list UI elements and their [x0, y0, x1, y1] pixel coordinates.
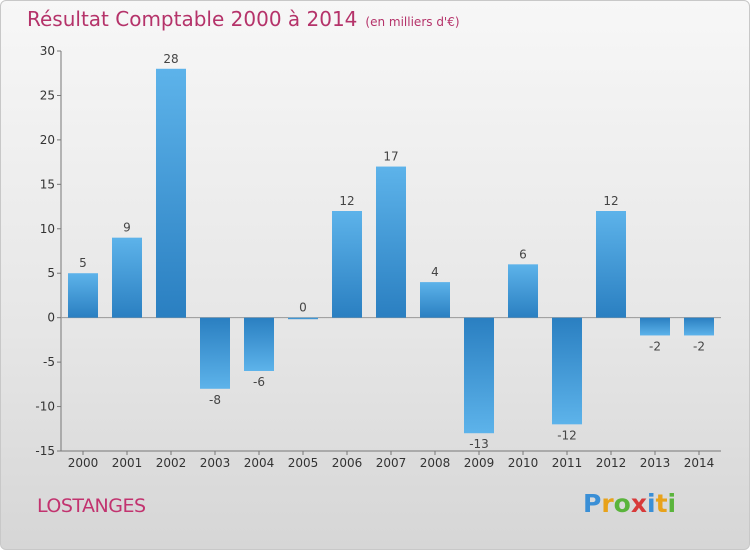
bar-2012 — [596, 211, 626, 318]
logo-letter: i — [667, 489, 677, 518]
data-label-2000: 5 — [79, 256, 87, 270]
bar-2007 — [376, 166, 406, 318]
x-tick-label: 2008 — [420, 456, 451, 470]
logo-letter: o — [613, 489, 631, 518]
bar-2014 — [684, 317, 714, 336]
x-tick-label: 2005 — [288, 456, 319, 470]
y-tick-label: -5 — [43, 355, 55, 369]
data-label-2014: -2 — [693, 339, 705, 353]
x-tick-label: 2012 — [596, 456, 627, 470]
bar-2010 — [508, 264, 538, 318]
data-label-2002: 28 — [163, 52, 178, 66]
data-label-2012: 12 — [603, 194, 618, 208]
data-label-2003: -8 — [209, 393, 221, 407]
logo-letter: P — [583, 489, 602, 518]
bar-2002 — [156, 68, 186, 318]
y-tick-label: 30 — [40, 44, 55, 58]
chart-title-text: Résultat Comptable 2000 à 2014 — [27, 7, 358, 31]
x-tick-label: 2006 — [332, 456, 363, 470]
bar-2004 — [244, 317, 274, 371]
y-tick-label: -15 — [35, 444, 55, 458]
data-label-2009: -13 — [469, 437, 489, 451]
data-label-2011: -12 — [557, 428, 577, 442]
bars — [68, 68, 714, 434]
bar-2005 — [288, 317, 318, 320]
data-label-2010: 6 — [519, 247, 527, 261]
proxiti-logo[interactable]: Proxiti — [583, 489, 676, 518]
data-label-2001: 9 — [123, 221, 131, 235]
logo-letter: r — [601, 489, 614, 518]
x-tick-label: 2000 — [68, 456, 99, 470]
bar-2006 — [332, 211, 362, 318]
x-tick-label: 2001 — [112, 456, 143, 470]
bar-2011 — [552, 317, 582, 425]
x-tick-label: 2013 — [640, 456, 671, 470]
bar-2009 — [464, 317, 494, 434]
y-tick-label: 10 — [40, 222, 55, 236]
y-tick-label: 0 — [47, 311, 55, 325]
y-tick-label: 20 — [40, 133, 55, 147]
logo-letter: i — [647, 489, 656, 518]
y-tick-label: 5 — [47, 266, 55, 280]
axes: 30 25 20 15 10 5 0 -5 -10 -15 2000 2001 2002 2003 2004… — [35, 44, 721, 470]
data-label-2013: -2 — [649, 339, 661, 353]
logo-letter: x — [630, 489, 647, 518]
x-tick-label: 2010 — [508, 456, 539, 470]
bar-2000 — [68, 273, 98, 318]
data-label-2008: 4 — [431, 265, 439, 279]
y-tick-label: 25 — [40, 88, 55, 102]
x-tick-label: 2007 — [376, 456, 407, 470]
y-tick-label: -10 — [35, 400, 55, 414]
x-tick-label: 2011 — [552, 456, 583, 470]
y-tick-label: 15 — [40, 177, 55, 191]
x-tick-label: 2014 — [684, 456, 715, 470]
data-label-2005: 0 — [299, 301, 307, 315]
x-tick-label: 2002 — [156, 456, 187, 470]
data-label-2004: -6 — [253, 375, 265, 389]
data-labels: 5 9 28 -8 -6 0 12 17 4 -13 6 -12 12 -2 -2 — [79, 52, 705, 451]
chart-title: Résultat Comptable 2000 à 2014 (en millie… — [27, 7, 460, 31]
data-label-2007: 17 — [383, 150, 398, 164]
data-label-2006: 12 — [339, 194, 354, 208]
x-tick-label: 2004 — [244, 456, 275, 470]
bar-2003 — [200, 317, 230, 389]
x-tick-label: 2003 — [200, 456, 231, 470]
bar-2001 — [112, 237, 142, 318]
commune-name: LOSTANGES — [37, 495, 146, 517]
bar-2013 — [640, 317, 670, 336]
logo-letter: t — [655, 489, 668, 518]
x-tick-label: 2009 — [464, 456, 495, 470]
bar-2008 — [420, 282, 450, 318]
chart-subtitle: (en milliers d'€) — [365, 15, 460, 29]
